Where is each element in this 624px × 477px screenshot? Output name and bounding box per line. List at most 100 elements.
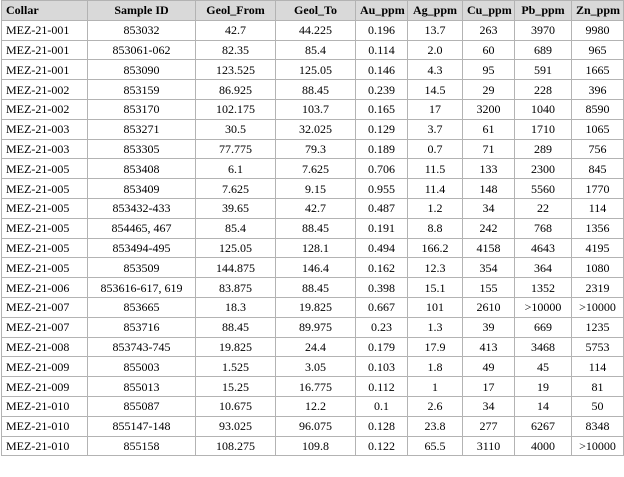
collar-cell: MEZ-21-008	[1, 336, 88, 358]
geol-to-cell: 88.45	[275, 277, 356, 298]
header-geol-to: Geol_To	[275, 0, 356, 21]
collar-cell: MEZ-21-002	[1, 79, 88, 100]
table-row: MEZ-21-008 853743-745 19.825 24.4 0.179 17.9 4…	[1, 336, 624, 358]
ag-ppm-cell: 101	[407, 296, 463, 318]
geol-to-cell: 7.625	[275, 158, 356, 180]
ag-ppm-cell: 1.2	[407, 197, 463, 219]
header-zn-ppm: Zn_ppm	[571, 0, 624, 21]
ag-ppm-cell: 2.6	[407, 395, 463, 417]
cu-ppm-cell: 354	[462, 257, 515, 279]
sample-id-cell: 853090	[87, 59, 196, 81]
geol-from-cell: 86.925	[195, 79, 276, 100]
cu-ppm-cell: 3200	[462, 98, 515, 120]
geol-from-cell: 15.25	[195, 376, 276, 397]
au-ppm-cell: 0.196	[355, 19, 408, 41]
ag-ppm-cell: 1.8	[407, 356, 463, 378]
au-ppm-cell: 0.146	[355, 59, 408, 81]
geol-from-cell: 93.025	[195, 415, 276, 437]
geol-from-cell: 77.775	[195, 138, 276, 160]
table-row: MEZ-21-002 853159 86.925 88.45 0.239 14.5 29 22…	[1, 79, 624, 100]
zn-ppm-cell: 756	[571, 138, 624, 160]
au-ppm-cell: 0.955	[355, 178, 408, 199]
collar-cell: MEZ-21-003	[1, 118, 88, 140]
table-row: MEZ-21-010 855087 10.675 12.2 0.1 2.6 34 14 50	[1, 395, 624, 417]
zn-ppm-cell: 4195	[571, 237, 624, 259]
zn-ppm-cell: 8590	[571, 98, 624, 120]
geol-to-cell: 24.4	[275, 336, 356, 358]
au-ppm-cell: 0.114	[355, 39, 408, 61]
geol-from-cell: 144.875	[195, 257, 276, 279]
collar-cell: MEZ-21-001	[1, 19, 88, 41]
collar-cell: MEZ-21-001	[1, 39, 88, 61]
pb-ppm-cell: 591	[514, 59, 572, 81]
geol-from-cell: 125.05	[195, 237, 276, 259]
ag-ppm-cell: 11.4	[407, 178, 463, 199]
sample-id-cell: 853409	[87, 178, 196, 199]
sample-id-cell: 853170	[87, 98, 196, 120]
au-ppm-cell: 0.189	[355, 138, 408, 160]
table-row: MEZ-21-005 853408 6.1 7.625 0.706 11.5 133 2300…	[1, 158, 624, 180]
table-row: MEZ-21-001 853032 42.7 44.225 0.196 13.7 263 39…	[1, 19, 624, 41]
ag-ppm-cell: 4.3	[407, 59, 463, 81]
cu-ppm-cell: 263	[462, 19, 515, 41]
sample-id-cell: 855087	[87, 395, 196, 417]
geol-from-cell: 42.7	[195, 19, 276, 41]
geol-from-cell: 83.875	[195, 277, 276, 298]
geol-to-cell: 12.2	[275, 395, 356, 417]
sample-id-cell: 853408	[87, 158, 196, 180]
table-row: MEZ-21-001 853061-062 82.35 85.4 0.114 2.0 60 6…	[1, 39, 624, 61]
geol-to-cell: 3.05	[275, 356, 356, 378]
collar-cell: MEZ-21-007	[1, 296, 88, 318]
pb-ppm-cell: 4000	[514, 435, 572, 457]
table-body: MEZ-21-001 853032 42.7 44.225 0.196 13.7 263 39…	[1, 19, 624, 457]
collar-cell: MEZ-21-005	[1, 178, 88, 199]
sample-id-cell: 855013	[87, 376, 196, 397]
sample-id-cell: 855158	[87, 435, 196, 457]
pb-ppm-cell: 2300	[514, 158, 572, 180]
collar-cell: MEZ-21-005	[1, 197, 88, 219]
geol-to-cell: 44.225	[275, 19, 356, 41]
pb-ppm-cell: 228	[514, 79, 572, 100]
zn-ppm-cell: 81	[571, 376, 624, 397]
zn-ppm-cell: 1235	[571, 316, 624, 338]
zn-ppm-cell: 8348	[571, 415, 624, 437]
pb-ppm-cell: 3970	[514, 19, 572, 41]
cu-ppm-cell: 95	[462, 59, 515, 81]
table-row: MEZ-21-005 854465, 467 85.4 88.45 0.191 8.8 24…	[1, 217, 624, 239]
geol-from-cell: 30.5	[195, 118, 276, 140]
cu-ppm-cell: 49	[462, 356, 515, 378]
geol-to-cell: 16.775	[275, 376, 356, 397]
collar-cell: MEZ-21-010	[1, 415, 88, 437]
sample-id-cell: 853716	[87, 316, 196, 338]
pb-ppm-cell: 14	[514, 395, 572, 417]
ag-ppm-cell: 2.0	[407, 39, 463, 61]
ag-ppm-cell: 12.3	[407, 257, 463, 279]
zn-ppm-cell: 845	[571, 158, 624, 180]
sample-id-cell: 853743-745	[87, 336, 196, 358]
pb-ppm-cell: 364	[514, 257, 572, 279]
pb-ppm-cell: 5560	[514, 178, 572, 199]
collar-cell: MEZ-21-009	[1, 376, 88, 397]
geol-from-cell: 39.65	[195, 197, 276, 219]
geol-to-cell: 146.4	[275, 257, 356, 279]
au-ppm-cell: 0.122	[355, 435, 408, 457]
au-ppm-cell: 0.487	[355, 197, 408, 219]
ag-ppm-cell: 23.8	[407, 415, 463, 437]
geol-from-cell: 6.1	[195, 158, 276, 180]
table-row: MEZ-21-001 853090 123.525 125.05 0.146 4.3 95 5…	[1, 59, 624, 81]
collar-cell: MEZ-21-005	[1, 217, 88, 239]
cu-ppm-cell: 133	[462, 158, 515, 180]
au-ppm-cell: 0.23	[355, 316, 408, 338]
geol-to-cell: 125.05	[275, 59, 356, 81]
sample-id-cell: 853061-062	[87, 39, 196, 61]
cu-ppm-cell: 3110	[462, 435, 515, 457]
collar-cell: MEZ-21-005	[1, 237, 88, 259]
table-row: MEZ-21-010 855147-148 93.025 96.075 0.128 23.…	[1, 415, 624, 437]
cu-ppm-cell: 71	[462, 138, 515, 160]
zn-ppm-cell: 5753	[571, 336, 624, 358]
geol-to-cell: 19.825	[275, 296, 356, 318]
ag-ppm-cell: 65.5	[407, 435, 463, 457]
ag-ppm-cell: 14.5	[407, 79, 463, 100]
collar-cell: MEZ-21-010	[1, 435, 88, 457]
geol-to-cell: 128.1	[275, 237, 356, 259]
